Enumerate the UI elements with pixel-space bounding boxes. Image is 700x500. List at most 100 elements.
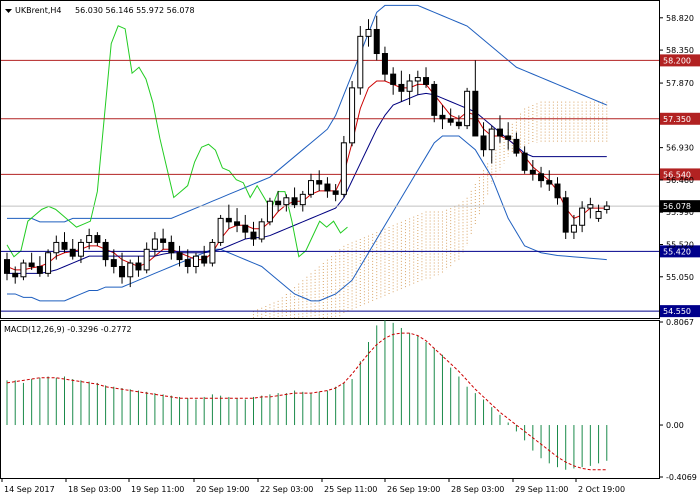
candle-body — [595, 211, 602, 219]
time-tick-label: 18 Sep 03:00 — [68, 485, 121, 494]
candle-body — [291, 197, 298, 206]
candle-body — [398, 83, 405, 92]
price-panel-frame — [0, 0, 660, 319]
candle-body — [28, 262, 35, 267]
candle-body — [151, 238, 158, 250]
candle-body — [299, 193, 306, 206]
price-level-box — [660, 112, 700, 125]
candle-body — [217, 217, 224, 243]
price-tick-label: 55.990 — [666, 208, 694, 217]
candle-body — [587, 204, 594, 209]
candle-body — [324, 183, 331, 192]
candle-body — [45, 252, 52, 274]
candle-body — [308, 180, 314, 195]
candle-body — [201, 255, 208, 264]
envelope-upper-line — [7, 4, 607, 223]
candle-body — [496, 128, 503, 137]
candle-body — [332, 190, 339, 195]
symbol-title: UKBrent,H4 — [15, 6, 61, 15]
candle-body — [20, 262, 27, 278]
candle-body — [521, 152, 528, 171]
candle-body — [365, 28, 372, 37]
time-tick-label: 14 Sep 2017 — [4, 485, 55, 494]
macd-panel-frame — [0, 320, 660, 479]
ichimoku-cloud — [252, 101, 608, 318]
green-line-line — [6, 25, 348, 258]
macd-tick-label: -0.4069 — [666, 473, 697, 482]
macd-signal-line — [6, 332, 607, 471]
candle-body — [225, 217, 232, 223]
candle-body — [184, 259, 191, 267]
price-level-label: 56.540 — [663, 170, 691, 179]
candle-body — [455, 121, 462, 127]
candle-body — [135, 262, 142, 271]
time-tick-label: 25 Sep 11:00 — [324, 485, 377, 494]
price-level-label: 55.420 — [663, 247, 691, 256]
candle-body — [406, 80, 413, 92]
time-tick-label: 20 Sep 19:00 — [196, 485, 249, 494]
price-level-box — [660, 245, 700, 258]
candle-body — [390, 73, 397, 85]
candle-body — [340, 142, 347, 195]
candle-body — [258, 221, 265, 240]
candle-body — [472, 90, 479, 137]
candle-body — [579, 207, 586, 226]
candle-body — [546, 180, 553, 185]
candle-body — [242, 224, 249, 233]
candle-body — [570, 224, 577, 233]
price-tick-label: 58.350 — [666, 46, 694, 55]
candle-body — [143, 248, 150, 271]
candle-body — [168, 241, 175, 254]
candle-body — [12, 272, 19, 278]
candle-body — [439, 114, 446, 120]
candle-body — [77, 241, 84, 257]
price-level-box — [660, 168, 700, 181]
candle-body — [505, 135, 512, 140]
candle-body — [69, 248, 76, 257]
macd-header: MACD(12,26,9) -0.3296 -0.2772 — [4, 325, 132, 334]
candle-body — [4, 259, 10, 274]
candle-body — [119, 265, 126, 278]
candle-body — [36, 265, 43, 274]
price-level-label: 57.350 — [663, 115, 691, 124]
candle-body — [209, 241, 216, 264]
candle-body — [127, 262, 134, 278]
price-tick-label: 56.930 — [666, 144, 694, 153]
candle-body — [373, 28, 380, 55]
dropdown-triangle-icon[interactable] — [5, 9, 12, 13]
candle-body — [53, 241, 60, 254]
envelope-lower-line — [7, 135, 607, 302]
candle-body — [102, 241, 109, 261]
price-tick-label: 56.460 — [666, 176, 694, 185]
candle-body — [562, 197, 569, 233]
current-price-box — [660, 200, 700, 213]
candle-body — [513, 138, 520, 154]
candle-body — [110, 259, 117, 267]
candle-body — [480, 135, 487, 151]
candle-body — [464, 90, 471, 127]
candle-body — [414, 77, 421, 82]
candle-body — [250, 231, 257, 240]
price-axis: 58.820 58.350 57.870 56.930 56.460 55.990 55.5… — [659, 14, 694, 282]
price-level-label: 58.200 — [663, 56, 691, 65]
price-level-box — [660, 305, 700, 318]
candle-body — [529, 169, 536, 175]
price-level-label: 54.550 — [663, 307, 691, 316]
price-tick-label: 55.050 — [666, 273, 694, 282]
candle-body — [381, 53, 388, 75]
price-level-box — [660, 54, 700, 67]
current-price-label: 56.078 — [663, 202, 691, 211]
candle-body — [94, 235, 101, 243]
time-tick-label: 22 Sep 03:00 — [260, 485, 313, 494]
macd-title: MACD(12,26,9) -0.3296 -0.2772 — [4, 325, 132, 334]
time-tick-label: 26 Sep 19:00 — [387, 485, 440, 494]
candle-body — [176, 252, 183, 261]
price-tick-label: 55.520 — [666, 240, 694, 249]
macd-tick-label: 0.8067 — [666, 318, 694, 327]
macd-indicator: 0.8067 0.00 -0.4069 — [6, 318, 697, 482]
candle-body — [423, 77, 430, 85]
price-tick-label: 58.820 — [666, 14, 694, 23]
macd-tick-label: 0.00 — [666, 421, 684, 430]
